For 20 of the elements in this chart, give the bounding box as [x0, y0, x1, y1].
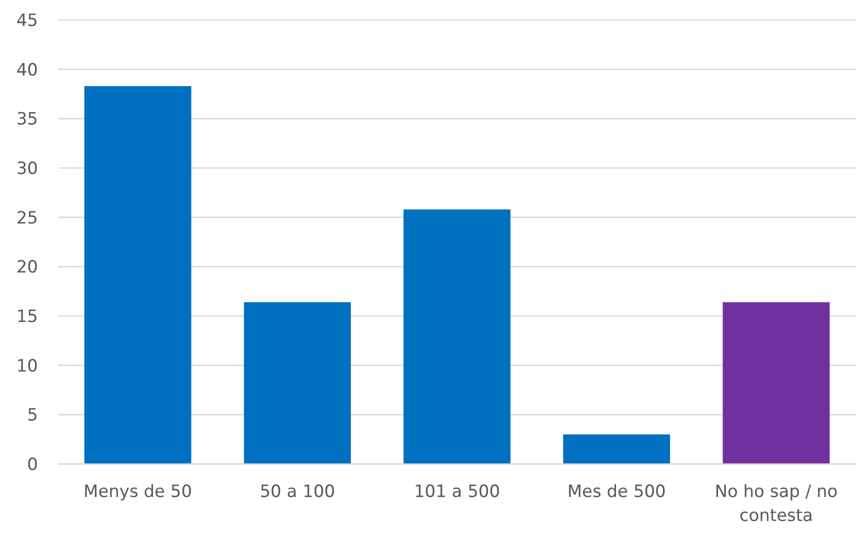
x-tick-label: Menys de 50	[84, 482, 192, 502]
y-tick-label: 40	[16, 60, 38, 80]
bar	[244, 302, 351, 464]
bar	[404, 209, 510, 464]
y-tick-label: 35	[16, 110, 38, 130]
y-tick-label: 30	[16, 158, 38, 179]
y-tick-label: 5	[27, 406, 38, 426]
bar	[84, 86, 192, 464]
x-tick-label: 50 a 100	[260, 482, 336, 502]
bar	[563, 434, 670, 464]
y-tick-label: 10	[16, 356, 38, 376]
y-tick-label: 45	[16, 10, 38, 31]
y-tick-label: 20	[16, 258, 38, 278]
y-tick-label: 25	[16, 208, 38, 228]
x-tick-label: No ho sap / no contesta	[714, 482, 838, 526]
y-tick-label: 15	[16, 306, 38, 327]
bar	[722, 302, 830, 464]
x-tick-label: Mes de 500	[567, 482, 666, 502]
y-tick-label: 0	[27, 454, 38, 475]
x-tick-label: 101 a 500	[414, 482, 500, 502]
